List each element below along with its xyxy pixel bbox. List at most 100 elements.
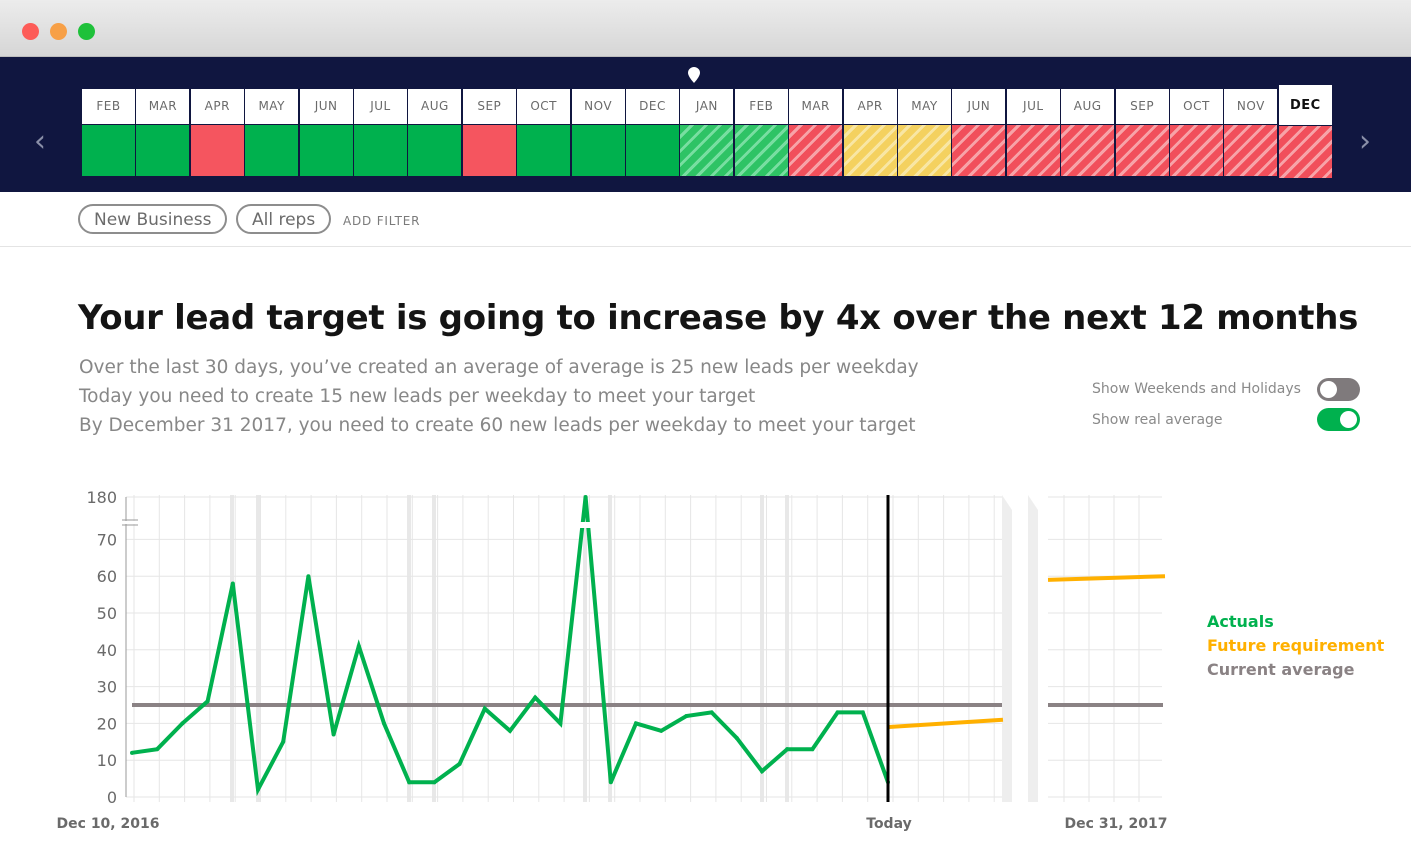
month-label: DEC bbox=[1278, 85, 1332, 125]
summary-line-2: Today you need to create 15 new leads pe… bbox=[79, 386, 756, 407]
month-status-bar bbox=[680, 125, 734, 176]
y-tick-label: 70 bbox=[97, 530, 117, 549]
weekend-band bbox=[256, 495, 260, 802]
month-oct-8[interactable]: OCT bbox=[517, 89, 571, 176]
actuals-point bbox=[583, 495, 588, 499]
actuals-line bbox=[131, 496, 890, 797]
month-label: JUL bbox=[354, 89, 407, 124]
spike-break-gap bbox=[579, 522, 592, 528]
month-feb-0[interactable]: FEB bbox=[82, 89, 135, 176]
actuals-point bbox=[205, 699, 210, 704]
month-jun-16[interactable]: JUN bbox=[952, 89, 1006, 176]
month-mar-13[interactable]: MAR bbox=[789, 89, 843, 176]
month-jul-5[interactable]: JUL bbox=[354, 89, 407, 176]
actuals-point bbox=[256, 787, 260, 792]
chevron-right-icon[interactable]: › bbox=[1359, 124, 1371, 159]
toggle-knob bbox=[1320, 381, 1337, 398]
month-jul-17[interactable]: JUL bbox=[1006, 89, 1060, 176]
month-label: AUG bbox=[1061, 89, 1115, 124]
weekends-holidays-toggle[interactable] bbox=[1317, 378, 1360, 401]
real-average-toggle[interactable] bbox=[1317, 408, 1360, 431]
month-status-bar bbox=[136, 125, 190, 176]
month-may-3[interactable]: MAY bbox=[245, 89, 299, 176]
month-status-bar bbox=[245, 125, 299, 176]
y-tick-label: 60 bbox=[97, 567, 117, 586]
actuals-point bbox=[810, 747, 815, 752]
y-tick-label: 10 bbox=[97, 751, 117, 770]
weekend-band bbox=[608, 495, 612, 802]
month-label: FEB bbox=[82, 89, 135, 124]
x-label-end: Dec 31, 2017 bbox=[1065, 816, 1168, 832]
add-filter-button[interactable]: ADD FILTER bbox=[343, 214, 421, 228]
weekend-band bbox=[760, 495, 764, 802]
toggle-label-weekends: Show Weekends and Holidays bbox=[1092, 381, 1301, 397]
month-status-bar bbox=[190, 125, 244, 176]
weekend-band bbox=[407, 495, 411, 802]
actuals-point bbox=[835, 710, 840, 715]
month-label: DEC bbox=[626, 89, 679, 124]
month-aug-18[interactable]: AUG bbox=[1061, 89, 1115, 176]
actuals-point bbox=[709, 710, 714, 715]
month-apr-14[interactable]: APR bbox=[843, 89, 897, 176]
month-nov-9[interactable]: NOV bbox=[571, 89, 625, 176]
month-status-bar bbox=[952, 125, 1006, 176]
month-status-bar bbox=[1278, 126, 1332, 178]
month-sep-7[interactable]: SEP bbox=[462, 89, 516, 176]
month-label: SEP bbox=[1115, 89, 1169, 124]
actuals-point bbox=[130, 750, 134, 755]
y-tick-label: 180 bbox=[86, 488, 117, 507]
y-tick-label: 40 bbox=[97, 641, 117, 660]
month-status-bar bbox=[1170, 125, 1223, 176]
actuals-point bbox=[155, 747, 160, 752]
month-label: OCT bbox=[517, 89, 571, 124]
month-label: AUG bbox=[408, 89, 462, 124]
y-tick-label: 50 bbox=[97, 604, 117, 623]
zoom-window-button[interactable] bbox=[78, 23, 95, 40]
location-pin-icon bbox=[688, 67, 700, 83]
axis-gap-right bbox=[1028, 495, 1038, 802]
month-status-bar bbox=[1006, 125, 1060, 176]
month-status-bar bbox=[571, 125, 625, 176]
x-label-start: Dec 10, 2016 bbox=[57, 816, 160, 832]
month-status-bar bbox=[626, 125, 679, 176]
summary-line-3: By December 31 2017, you need to create … bbox=[79, 415, 916, 436]
month-feb-12[interactable]: FEB bbox=[734, 89, 788, 176]
month-status-bar bbox=[517, 125, 571, 176]
legend-future-requirement: Future requirement bbox=[1207, 636, 1385, 655]
month-dec-22[interactable]: DEC bbox=[1278, 85, 1332, 178]
month-aug-6[interactable]: AUG bbox=[408, 89, 462, 176]
minimize-window-button[interactable] bbox=[50, 23, 67, 40]
filter-chip-new-business[interactable]: New Business bbox=[78, 204, 228, 234]
month-nov-21[interactable]: NOV bbox=[1224, 89, 1278, 176]
close-window-button[interactable] bbox=[22, 23, 39, 40]
actuals-point bbox=[860, 710, 865, 715]
weekend-band bbox=[432, 495, 436, 802]
y-tick-label: 20 bbox=[97, 714, 117, 733]
month-jan-11[interactable]: JAN bbox=[680, 89, 734, 176]
month-sep-19[interactable]: SEP bbox=[1115, 89, 1169, 176]
month-apr-2[interactable]: APR bbox=[190, 89, 244, 176]
month-label: NOV bbox=[571, 89, 625, 124]
month-jun-4[interactable]: JUN bbox=[299, 89, 353, 176]
legend-actuals: Actuals bbox=[1207, 612, 1274, 631]
y-tick-label: 0 bbox=[107, 788, 117, 807]
month-status-bar bbox=[408, 125, 462, 176]
month-mar-1[interactable]: MAR bbox=[136, 89, 190, 176]
actuals-point bbox=[558, 721, 563, 726]
month-oct-20[interactable]: OCT bbox=[1170, 89, 1223, 176]
filter-chip-all-reps[interactable]: All reps bbox=[236, 204, 332, 234]
month-dec-10[interactable]: DEC bbox=[626, 89, 679, 176]
month-may-15[interactable]: MAY bbox=[898, 89, 951, 176]
actuals-point bbox=[432, 780, 437, 785]
leads-line-chart: 0 10 20 30 40 50 60 70 180 Dec 10, 2016 Today Dec 3… bbox=[57, 488, 1168, 832]
actuals-point bbox=[634, 721, 638, 726]
month-status-bar bbox=[1224, 125, 1278, 176]
x-label-today: Today bbox=[866, 816, 911, 832]
legend-current-average: Current average bbox=[1207, 660, 1355, 679]
month-status-bar bbox=[82, 125, 135, 176]
month-label: JUL bbox=[1006, 89, 1060, 124]
month-label: JAN bbox=[680, 89, 734, 124]
month-label: MAR bbox=[789, 89, 843, 124]
chevron-left-icon[interactable]: ‹ bbox=[34, 124, 46, 159]
actuals-point bbox=[281, 739, 286, 744]
